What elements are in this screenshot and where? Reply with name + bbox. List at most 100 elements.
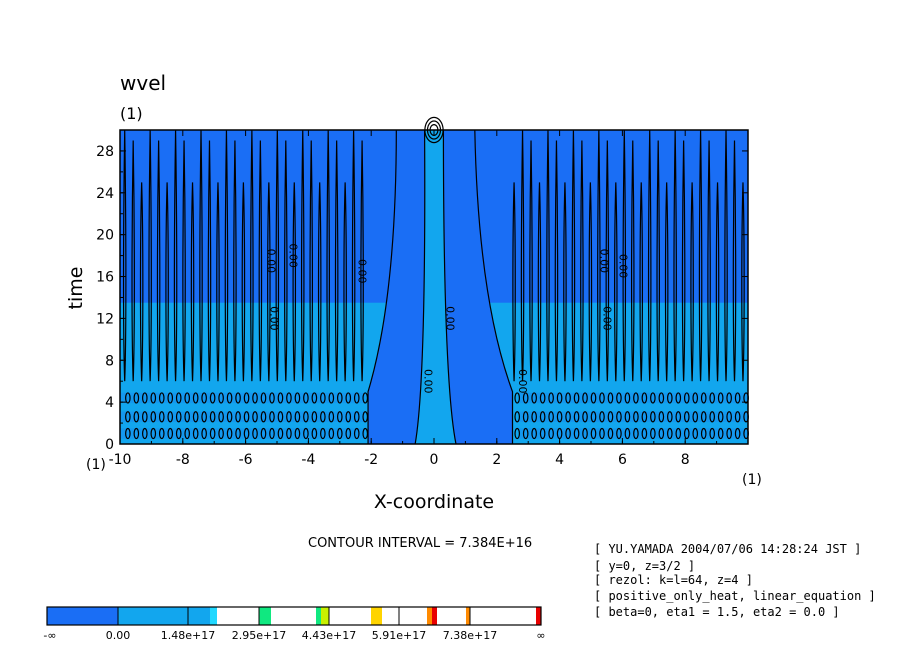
contour-loop [243,411,250,423]
contour-loop [607,427,614,440]
info-line: [ positive_only_heat, linear_equation ] [594,589,876,603]
contour-loop [158,411,165,423]
contour-loop [209,411,216,423]
colorbar-swatch [321,607,329,625]
contour-column [156,140,161,382]
field-light-core [415,130,456,444]
contour-loop [345,411,352,423]
contour-loop [175,411,182,423]
colorbar-swatch [329,607,371,625]
contour-loop [616,427,622,440]
contour-label: 0.00 [356,259,369,284]
contour-loop [311,392,318,404]
contour-loop [734,411,741,423]
colorbar-label: 7.38e+17 [443,629,497,642]
contour-loop [320,411,326,423]
contour-loop [692,392,699,404]
contour-column [529,140,533,382]
contour-loop [235,411,241,423]
colorbar-swatch [379,607,382,625]
contour-column [233,140,237,382]
y-axis-label: time [65,267,87,310]
contour-column [715,182,720,382]
contour-loop [582,427,588,440]
contour-loop [226,411,233,423]
contour-loop [209,392,216,404]
contour-loop [683,427,690,440]
contour-loop [522,411,529,423]
contour-loop [709,411,716,423]
colorbar-swatch [263,607,271,625]
y-tick-label: 12 [96,311,114,327]
contour-loop [167,392,174,404]
contour-loop [667,411,673,423]
contour-label: 0.00 [601,306,614,331]
contour-loop [243,392,250,404]
contour-loop [573,411,580,423]
contour-loop [565,427,571,440]
contour-loop [633,411,639,423]
contour-column [554,140,559,382]
info-box: [ YU.YAMADA 2004/07/06 14:28:24 JST ] [ … [594,542,876,619]
contour-loop [362,427,369,440]
contour-loop [539,427,546,440]
contour-column [131,140,135,382]
y-tick-label: 4 [105,395,114,411]
contour-column [241,182,246,382]
contour-core-right [442,129,457,445]
contour-loop [184,427,190,440]
contour-loop [311,411,318,423]
contour-loop [599,411,605,423]
contour-loop [260,392,267,404]
contour-loop [328,427,335,440]
contour-loop [226,427,233,440]
contour-loop [717,392,724,404]
contour-loop [277,427,284,440]
contour-loop [294,411,301,423]
colorbar-swatch [536,607,541,625]
contour-loop [167,427,174,440]
contour-column [343,182,347,382]
contour-loop [531,411,537,423]
colorbar-swatch [188,607,210,625]
x-tick-label: -2 [364,452,378,468]
contour-loop [734,427,741,440]
x-axis-ticks: -10 -8 -6 -4 -2 0 2 4 6 8 [109,130,749,468]
contour-loop [320,392,326,404]
contour-loop [641,411,648,423]
contour-loop [158,427,165,440]
contour-column [580,140,584,382]
contour-loop [345,427,352,440]
contour-loop [624,427,631,440]
y-tick-label: 24 [96,186,114,202]
contour-loop [142,392,148,404]
contour-loop [252,427,258,440]
colorbar [46,606,542,626]
contour-column [207,140,212,382]
contour-loop [522,392,529,404]
colorbar-label: 4.43e+17 [302,629,356,642]
colorbar-label: 1.48e+17 [161,629,215,642]
contour-label: 0.00 [422,369,435,394]
contour-column [681,140,686,382]
contour-loop [218,411,224,423]
contour-loop [328,411,335,423]
contour-loop [658,427,665,440]
chart-title: wvel [120,71,166,95]
contour-loop [218,427,224,440]
contour-loop [548,411,554,423]
contour-loop [235,427,241,440]
colorbar-swatch [271,607,316,625]
contour-loop [641,427,648,440]
contour-label: 0.00 [597,249,610,274]
contour-loop [726,392,732,404]
contour-loop [683,392,690,404]
contour-loop [607,411,614,423]
colorbar-swatch [382,607,427,625]
info-line: [ rezol: k=l=64, z=4 ] [594,573,753,587]
y-tick-label: 8 [105,353,114,369]
contour-loop [624,392,631,404]
contour-column [216,182,220,382]
chart-title-unit: (1) [120,104,143,123]
contour-loop [353,427,360,440]
